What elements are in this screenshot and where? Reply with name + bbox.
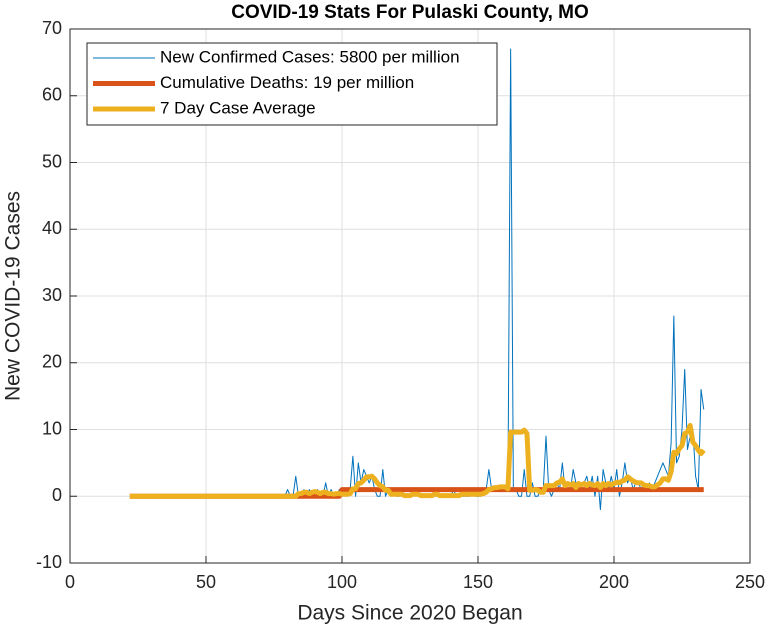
y-tick-label: 30 (42, 285, 62, 305)
legend-label: New Confirmed Cases: 5800 per million (160, 47, 460, 66)
x-axis-label: Days Since 2020 Began (297, 602, 522, 625)
y-axis-label: New COVID-19 Cases (2, 191, 25, 401)
y-tick-label: -10 (36, 552, 62, 572)
y-tick-label: 50 (42, 151, 62, 171)
x-tick-label: 100 (327, 572, 357, 592)
chart-title: COVID-19 Stats For Pulaski County, MO (231, 2, 589, 23)
y-tick-label: 10 (42, 418, 62, 438)
axes-box (69, 28, 751, 564)
y-tick-label: 60 (42, 85, 62, 105)
legend-label: 7 Day Case Average (160, 98, 316, 117)
x-tick-label: 200 (599, 572, 629, 592)
y-tick-label: 70 (42, 18, 62, 38)
y-tick-label: 0 (52, 485, 62, 505)
y-tick-label: 40 (42, 218, 62, 238)
x-tick-label: 0 (65, 572, 75, 592)
legend-box (86, 42, 498, 126)
legend-label: Cumulative Deaths: 19 per million (160, 73, 414, 92)
x-tick-label: 50 (196, 572, 216, 592)
x-tick-label: 150 (463, 572, 493, 592)
series-line (129, 422, 706, 499)
x-tick-label: 250 (735, 572, 765, 592)
y-tick-label: 20 (42, 352, 62, 372)
